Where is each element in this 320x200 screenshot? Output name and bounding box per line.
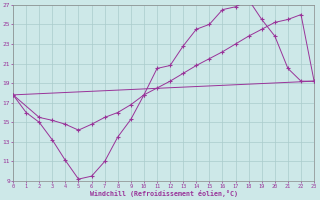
X-axis label: Windchill (Refroidissement éolien,°C): Windchill (Refroidissement éolien,°C) [90, 190, 237, 197]
